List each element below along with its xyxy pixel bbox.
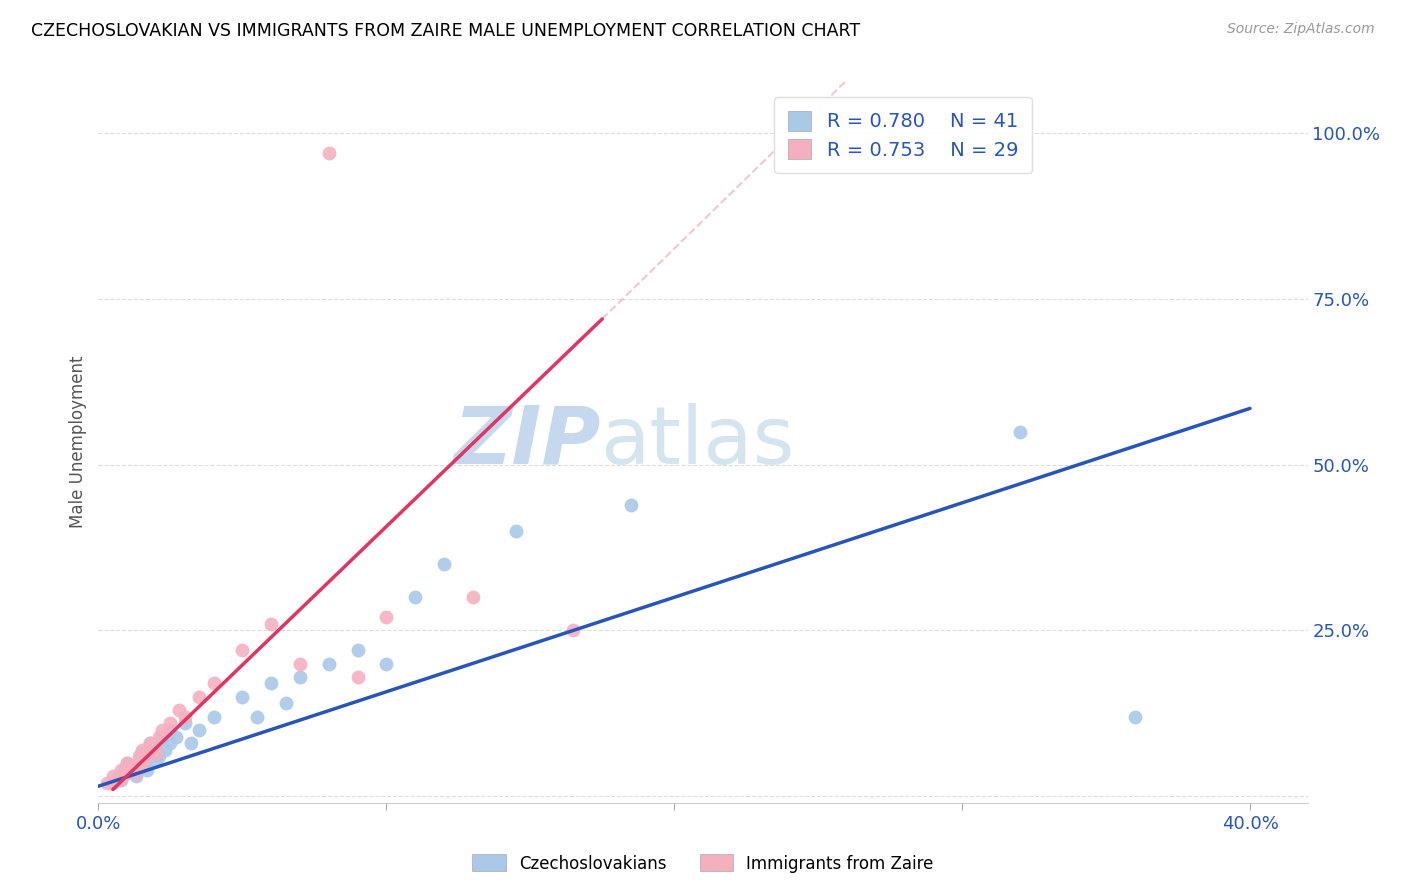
Point	[150, 730, 173, 744]
Point	[96, 776, 118, 790]
Point	[260, 616, 283, 631]
Point	[115, 756, 138, 770]
Point	[101, 769, 124, 783]
Point	[159, 736, 181, 750]
Point	[318, 146, 340, 161]
Point	[139, 749, 162, 764]
Text: Source: ZipAtlas.com: Source: ZipAtlas.com	[1227, 22, 1375, 37]
Point	[375, 610, 398, 624]
Point	[128, 749, 150, 764]
Point	[128, 753, 150, 767]
Point	[101, 776, 124, 790]
Point	[148, 730, 170, 744]
Text: atlas: atlas	[600, 402, 794, 481]
Point	[148, 749, 170, 764]
Point	[134, 756, 156, 770]
Point	[433, 557, 456, 571]
Point	[131, 743, 153, 757]
Legend: R = 0.780    N = 41, R = 0.753    N = 29: R = 0.780 N = 41, R = 0.753 N = 29	[775, 97, 1032, 173]
Point	[131, 746, 153, 760]
Point	[159, 716, 181, 731]
Point	[150, 723, 173, 737]
Point	[202, 676, 225, 690]
Point	[188, 690, 211, 704]
Point	[173, 709, 195, 723]
Point	[346, 643, 368, 657]
Point	[125, 769, 148, 783]
Point	[246, 709, 269, 723]
Point	[231, 690, 253, 704]
Text: CZECHOSLOVAKIAN VS IMMIGRANTS FROM ZAIRE MALE UNEMPLOYMENT CORRELATION CHART: CZECHOSLOVAKIAN VS IMMIGRANTS FROM ZAIRE…	[31, 22, 860, 40]
Point	[122, 759, 145, 773]
Point	[167, 703, 190, 717]
Point	[136, 749, 159, 764]
Point	[153, 743, 176, 757]
Point	[288, 657, 311, 671]
Point	[260, 676, 283, 690]
Point	[115, 756, 138, 770]
Point	[136, 763, 159, 777]
Point	[131, 759, 153, 773]
Point	[122, 763, 145, 777]
Point	[125, 766, 148, 780]
Point	[346, 670, 368, 684]
Point	[145, 743, 167, 757]
Point	[139, 736, 162, 750]
Point	[165, 730, 187, 744]
Point	[115, 766, 138, 780]
Point	[180, 736, 202, 750]
Point	[110, 772, 132, 787]
Point	[159, 723, 181, 737]
Point	[318, 657, 340, 671]
Point	[107, 769, 129, 783]
Point	[505, 524, 527, 538]
Point	[562, 624, 585, 638]
Point	[107, 772, 129, 787]
Point	[620, 498, 643, 512]
Point	[112, 763, 135, 777]
Point	[145, 753, 167, 767]
Point	[139, 736, 162, 750]
Point	[288, 670, 311, 684]
Point	[131, 756, 153, 770]
Point	[1008, 425, 1031, 439]
Text: ZIP: ZIP	[453, 402, 600, 481]
Point	[1123, 709, 1146, 723]
Point	[115, 766, 138, 780]
Legend: Czechoslovakians, Immigrants from Zaire: Czechoslovakians, Immigrants from Zaire	[465, 847, 941, 880]
Point	[145, 746, 167, 760]
Point	[461, 591, 484, 605]
Point	[173, 716, 195, 731]
Point	[202, 709, 225, 723]
Point	[188, 723, 211, 737]
Point	[375, 657, 398, 671]
Point	[231, 643, 253, 657]
Point	[404, 591, 426, 605]
Point	[110, 763, 132, 777]
Y-axis label: Male Unemployment: Male Unemployment	[69, 355, 87, 528]
Point	[274, 697, 297, 711]
